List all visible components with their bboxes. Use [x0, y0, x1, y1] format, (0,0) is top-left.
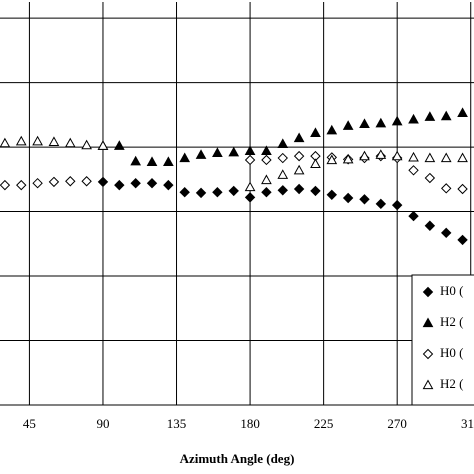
triangle: [244, 181, 256, 192]
diamond: [81, 176, 92, 187]
triangle: [97, 140, 109, 150]
triangle: [391, 150, 403, 161]
x-tick-label: 180: [240, 416, 260, 431]
diamond: [97, 176, 109, 188]
diamond: [408, 165, 419, 176]
diamond: [277, 185, 288, 196]
x-tick-label: 135: [167, 416, 187, 431]
diamond: [244, 192, 256, 203]
diamond: [326, 189, 338, 201]
diamond: [424, 220, 436, 231]
triangle: [179, 152, 191, 163]
diamond: [244, 154, 256, 166]
diamond: [48, 176, 60, 188]
diamond: [16, 179, 27, 191]
diamond: [195, 187, 207, 199]
x-axis-label: Azimuth Angle (deg): [180, 451, 295, 466]
diamond: [130, 177, 141, 189]
diamond: [457, 234, 468, 246]
triangle: [163, 156, 174, 167]
triangle: [408, 113, 419, 124]
triangle: [277, 169, 289, 179]
triangle: [195, 149, 207, 159]
triangle: [15, 135, 27, 146]
triangle: [391, 115, 403, 126]
legend-label: H2 (: [440, 314, 463, 329]
diamond: [359, 194, 370, 205]
diamond: [457, 183, 468, 195]
diamond: [408, 210, 419, 222]
triangle: [0, 137, 11, 148]
triangle: [375, 117, 387, 128]
legend-label: H0 (: [440, 345, 463, 360]
triangle: [293, 132, 305, 143]
x-tick-label: 315: [461, 416, 474, 431]
triangle: [293, 164, 305, 175]
triangle: [81, 139, 92, 150]
triangle: [228, 146, 240, 157]
diamond: [441, 183, 452, 194]
diamond: [179, 187, 190, 198]
legend-label: H0 (: [440, 283, 463, 298]
diamond: [228, 185, 239, 197]
triangle: [424, 111, 436, 121]
diamond: [310, 185, 321, 197]
triangle: [146, 156, 158, 167]
diamond: [65, 176, 76, 187]
triangle: [244, 145, 256, 156]
triangle: [457, 107, 468, 118]
triangle: [326, 154, 338, 165]
triangle: [32, 135, 43, 146]
triangle: [277, 138, 289, 148]
diamond: [441, 227, 452, 239]
triangle: [359, 150, 370, 161]
legend-label: H2 (: [440, 376, 463, 391]
x-tick-label: 225: [314, 416, 334, 431]
diamond: [422, 348, 434, 360]
triangle: [359, 118, 370, 128]
diamond: [146, 177, 158, 189]
triangle: [261, 174, 272, 185]
diamond: [422, 286, 434, 298]
legend-box: [411, 274, 474, 406]
triangle: [310, 127, 321, 137]
diamond: [114, 179, 125, 191]
triangle: [212, 147, 223, 157]
triangle: [342, 153, 354, 164]
diamond: [212, 187, 223, 198]
diamond: [424, 172, 436, 184]
diamond: [261, 154, 272, 166]
triangle: [342, 120, 354, 130]
triangle: [326, 124, 338, 135]
triangle: [261, 145, 272, 156]
diamond: [342, 192, 354, 204]
x-tick-label: 45: [23, 416, 36, 431]
triangle: [422, 317, 434, 328]
diamond: [375, 198, 387, 210]
diamond: [391, 199, 403, 211]
triangle: [130, 155, 142, 166]
triangle: [310, 158, 321, 168]
triangle: [408, 151, 419, 162]
triangle: [440, 110, 452, 121]
x-tick-label: 270: [387, 416, 407, 431]
diamond: [293, 183, 305, 195]
diamond: [261, 187, 272, 198]
triangle: [113, 140, 125, 150]
diamond: [32, 177, 43, 189]
triangle: [375, 149, 387, 159]
triangle: [440, 152, 452, 163]
x-tick-label: 90: [96, 416, 109, 431]
triangle: [457, 152, 468, 163]
diamond: [293, 150, 305, 162]
triangle: [48, 136, 60, 147]
diamond: [277, 152, 288, 164]
diamond: [163, 179, 174, 191]
triangle: [422, 379, 434, 390]
triangle: [424, 152, 436, 163]
diamond: [0, 179, 11, 191]
triangle: [64, 137, 76, 148]
